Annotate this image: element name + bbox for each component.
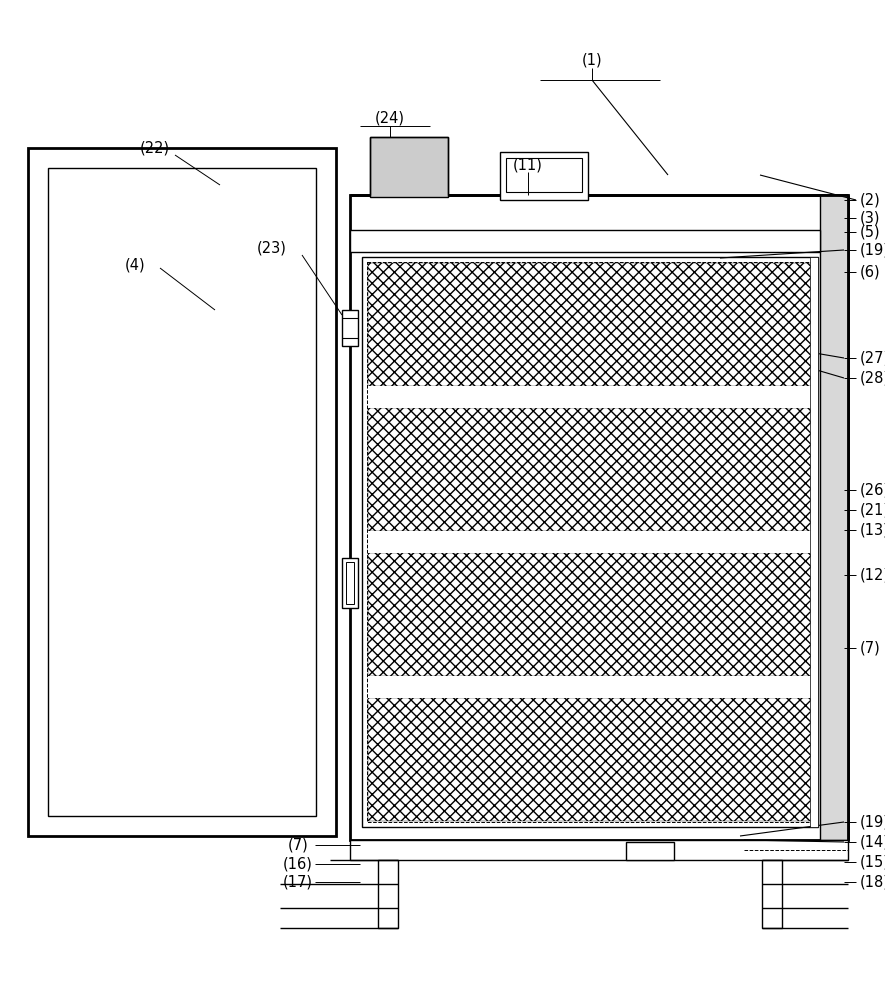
Bar xyxy=(810,257,818,827)
Bar xyxy=(820,195,848,840)
Bar xyxy=(368,263,812,386)
Text: (2): (2) xyxy=(860,192,881,208)
Text: (17): (17) xyxy=(283,874,313,890)
Text: (18): (18) xyxy=(860,874,885,890)
Text: (26): (26) xyxy=(860,483,885,497)
Bar xyxy=(500,152,588,200)
Bar xyxy=(762,860,782,928)
Text: (13): (13) xyxy=(860,522,885,538)
Bar xyxy=(368,386,812,408)
Text: (19): (19) xyxy=(860,814,885,830)
Bar xyxy=(378,860,398,928)
Text: (5): (5) xyxy=(860,225,881,239)
Bar xyxy=(368,698,812,821)
Text: (24): (24) xyxy=(375,110,405,125)
Text: (15): (15) xyxy=(860,854,885,869)
Text: (19): (19) xyxy=(860,242,885,257)
Text: (7): (7) xyxy=(860,641,881,656)
Bar xyxy=(48,168,316,816)
Text: (16): (16) xyxy=(283,856,313,871)
Text: (21): (21) xyxy=(860,502,885,518)
Bar xyxy=(368,408,812,531)
Bar xyxy=(368,676,812,698)
Text: (1): (1) xyxy=(581,52,603,68)
Text: (4): (4) xyxy=(125,257,145,272)
Text: (28): (28) xyxy=(860,370,885,385)
Text: (22): (22) xyxy=(140,140,170,155)
Text: (14): (14) xyxy=(860,834,885,850)
Bar xyxy=(506,158,582,192)
Text: (11): (11) xyxy=(513,157,543,172)
Bar xyxy=(368,553,812,676)
Bar xyxy=(346,562,354,604)
Text: (12): (12) xyxy=(860,568,885,582)
Text: (7): (7) xyxy=(288,838,308,852)
Bar xyxy=(362,257,818,827)
Bar xyxy=(350,230,820,252)
Bar xyxy=(626,842,674,860)
Bar xyxy=(28,148,336,836)
Bar xyxy=(342,558,358,608)
Text: (6): (6) xyxy=(860,264,881,279)
Bar xyxy=(368,531,812,553)
Text: (27): (27) xyxy=(860,351,885,365)
Bar xyxy=(350,840,848,860)
Text: (23): (23) xyxy=(257,240,287,255)
Bar xyxy=(350,195,848,840)
Bar xyxy=(367,262,813,822)
Text: (3): (3) xyxy=(860,211,881,226)
Bar xyxy=(342,310,358,346)
Bar xyxy=(370,137,448,197)
